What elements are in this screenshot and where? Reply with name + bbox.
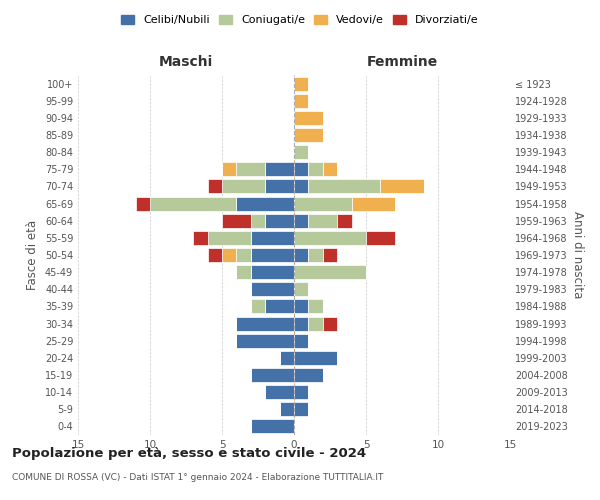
- Bar: [251, 282, 294, 296]
- Bar: [294, 111, 323, 125]
- Bar: [265, 385, 294, 399]
- Bar: [236, 248, 251, 262]
- Bar: [366, 231, 395, 245]
- Bar: [294, 231, 366, 245]
- Bar: [294, 214, 308, 228]
- Bar: [294, 196, 352, 210]
- Bar: [208, 180, 222, 194]
- Bar: [251, 420, 294, 434]
- Bar: [294, 248, 308, 262]
- Bar: [236, 265, 251, 279]
- Y-axis label: Anni di nascita: Anni di nascita: [571, 212, 584, 298]
- Bar: [294, 334, 308, 347]
- Bar: [294, 282, 308, 296]
- Bar: [236, 162, 265, 176]
- Bar: [236, 196, 294, 210]
- Bar: [265, 300, 294, 314]
- Text: Popolazione per età, sesso e stato civile - 2024: Popolazione per età, sesso e stato civil…: [12, 448, 366, 460]
- Y-axis label: Fasce di età: Fasce di età: [26, 220, 39, 290]
- Bar: [251, 368, 294, 382]
- Text: Maschi: Maschi: [159, 55, 213, 69]
- Bar: [208, 248, 222, 262]
- Text: Femmine: Femmine: [367, 55, 437, 69]
- Bar: [294, 300, 308, 314]
- Bar: [294, 402, 308, 416]
- Bar: [294, 180, 308, 194]
- Bar: [222, 248, 236, 262]
- Bar: [308, 162, 323, 176]
- Text: COMUNE DI ROSSA (VC) - Dati ISTAT 1° gennaio 2024 - Elaborazione TUTTITALIA.IT: COMUNE DI ROSSA (VC) - Dati ISTAT 1° gen…: [12, 473, 383, 482]
- Bar: [308, 316, 323, 330]
- Bar: [222, 214, 251, 228]
- Legend: Celibi/Nubili, Coniugati/e, Vedovi/e, Divorziati/e: Celibi/Nubili, Coniugati/e, Vedovi/e, Di…: [117, 10, 483, 30]
- Bar: [294, 94, 308, 108]
- Bar: [265, 162, 294, 176]
- Bar: [294, 265, 366, 279]
- Bar: [337, 214, 352, 228]
- Bar: [323, 162, 337, 176]
- Bar: [222, 162, 236, 176]
- Bar: [265, 180, 294, 194]
- Bar: [136, 196, 150, 210]
- Bar: [251, 300, 265, 314]
- Bar: [294, 385, 308, 399]
- Bar: [308, 248, 323, 262]
- Bar: [251, 265, 294, 279]
- Bar: [308, 180, 380, 194]
- Bar: [193, 231, 208, 245]
- Bar: [323, 316, 337, 330]
- Bar: [236, 334, 294, 347]
- Bar: [236, 316, 294, 330]
- Bar: [294, 316, 308, 330]
- Bar: [294, 162, 308, 176]
- Bar: [265, 214, 294, 228]
- Bar: [308, 214, 337, 228]
- Bar: [294, 351, 337, 365]
- Bar: [308, 300, 323, 314]
- Bar: [294, 128, 323, 142]
- Bar: [294, 76, 308, 90]
- Bar: [251, 231, 294, 245]
- Bar: [251, 214, 265, 228]
- Bar: [294, 368, 323, 382]
- Bar: [380, 180, 424, 194]
- Bar: [150, 196, 236, 210]
- Bar: [251, 248, 294, 262]
- Bar: [294, 145, 308, 159]
- Bar: [352, 196, 395, 210]
- Bar: [280, 402, 294, 416]
- Bar: [222, 180, 265, 194]
- Bar: [280, 351, 294, 365]
- Bar: [323, 248, 337, 262]
- Bar: [208, 231, 251, 245]
